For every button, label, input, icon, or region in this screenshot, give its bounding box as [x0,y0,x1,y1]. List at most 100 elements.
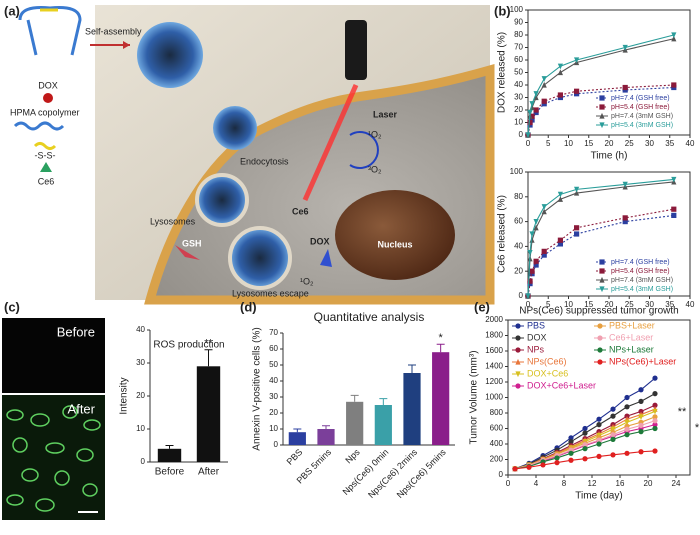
bar [196,366,221,462]
legend-label: pH=5.4 (GSH free) [611,104,670,111]
marker [624,426,630,432]
annotation: * [695,422,700,434]
image-label: Before [57,324,95,339]
error-bar [350,394,359,402]
marker [541,76,547,82]
marker [554,455,560,461]
marker [574,88,580,94]
label: ¹O₂ [300,276,314,286]
marker [622,44,628,51]
y-tick-label: 30 [136,358,145,367]
y-axis-label: Annexin V-positive cells (%) [252,327,263,450]
legend-marker [599,95,605,101]
x-tick-label: 20 [605,139,614,148]
marker [610,452,616,458]
x-tick-label: 24 [672,479,681,488]
label: Ce6 [38,176,55,186]
label: Ce6 [292,206,309,216]
marker [582,430,588,436]
y-tick-label: 40 [514,80,523,89]
marker [533,107,539,113]
marker [610,413,616,419]
y-tick-label: 80 [514,192,523,201]
x-tick-label: 40 [686,300,695,309]
legend-label: DOX [527,332,547,342]
laser-beam [302,83,359,202]
y-axis-label: Tumor Volume (mm³) [469,350,480,444]
marker [574,57,580,64]
legend-marker [599,104,605,110]
marker [557,241,563,247]
ss-icon [33,142,57,150]
micrographs: Before After [2,318,105,520]
marker [624,404,630,410]
legend-marker [515,371,521,378]
marker [622,84,628,91]
marker [568,450,574,456]
x-tick-label: 16 [616,479,625,488]
marker [671,82,677,88]
marker [638,414,644,420]
marker [541,81,547,88]
error-bar [165,445,174,449]
legend-label: pH=7.4 (GSH free) [611,259,670,266]
marker [652,448,658,454]
marker [533,262,539,268]
label: GSH [182,238,202,248]
marker [557,92,563,98]
polymer [18,6,82,56]
y-tick-label: 800 [490,408,504,417]
legend-label: DOX+Ce6 [527,368,568,378]
y-tick-label: 20 [269,408,278,417]
legend-marker [515,335,521,341]
marker [582,442,588,448]
y-tick-label: 1000 [485,393,503,402]
y-tick-label: 60 [514,217,523,226]
marker [527,250,533,256]
x-tick-label: 10 [564,139,573,148]
series-line [527,84,674,136]
legend-label: NPs+Laser [609,344,654,354]
x-axis-label: Time (h) [591,151,628,162]
marker [557,237,563,243]
x-tick-label: 20 [644,479,653,488]
legend-marker [599,286,605,293]
error-bar [408,364,416,373]
label: Laser [373,109,398,119]
chart: (e) NPs(Ce6) suppressed tumor growth Tumor… [469,299,700,501]
marker [671,206,677,212]
legend-label: Ce6+Laser [609,332,653,342]
marker [557,196,563,202]
x-tick-label: 5 [546,300,551,309]
legend-marker [515,383,521,389]
y-tick-label: 0 [519,291,524,300]
panel-label: (d) [240,299,257,314]
legend-label: DOX+Ce6+Laser [527,380,596,390]
panel-label: (e) [474,299,490,314]
legend-marker [599,122,605,129]
dox-icon [43,93,53,103]
marker [557,191,563,198]
x-tick-label: 12 [588,479,597,488]
diagram: (a) Self-assembly DOX HPMA copolymer -S-… [4,3,495,305]
marker [624,419,630,426]
y-tick-label: 0 [499,470,504,479]
chart: Ce6 released (%) 0 20 40 60 80 100 0 5 10 15 20 25 30… [497,167,695,309]
marker [568,439,574,445]
series-line [527,214,674,297]
marker [541,252,547,258]
marker [533,224,539,231]
legend-marker [515,358,521,365]
legend-marker [515,323,521,329]
marker [527,109,533,116]
x-tick-label: 20 [605,300,614,309]
legend-label: pH=7.4 (3mM GSH) [611,277,673,284]
marker [622,181,628,188]
marker [596,441,602,447]
objective [345,20,367,80]
chart-title: Quantitative analysis [314,310,425,324]
y-axis-label: Intensity [119,377,130,414]
marker [533,219,539,225]
chart-title: ROS production [153,340,224,351]
y-tick-label: 2000 [485,315,503,324]
